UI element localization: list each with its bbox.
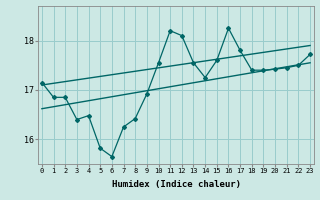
X-axis label: Humidex (Indice chaleur): Humidex (Indice chaleur) (111, 180, 241, 189)
